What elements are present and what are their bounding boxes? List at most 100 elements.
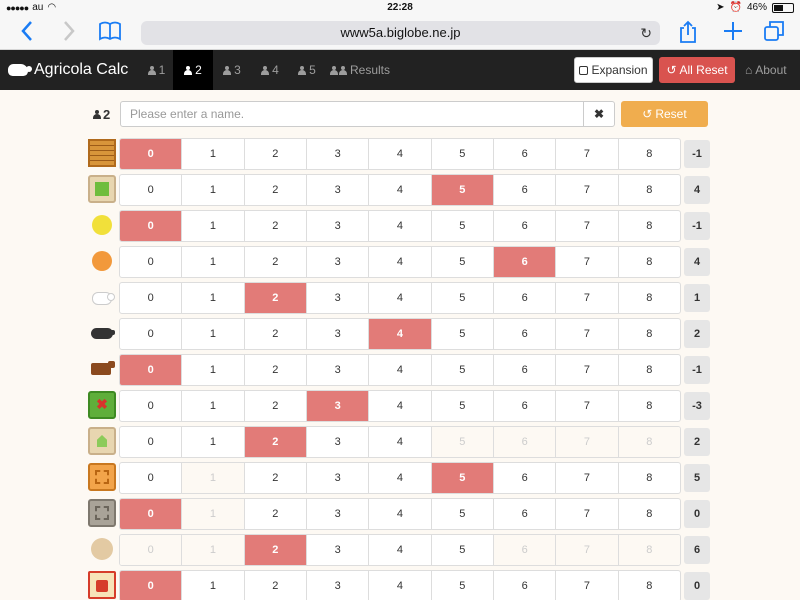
score-option[interactable]: 0 bbox=[120, 247, 183, 277]
score-option[interactable]: 4 bbox=[369, 247, 432, 277]
score-option[interactable]: 3 bbox=[306, 391, 370, 421]
score-option[interactable]: 2 bbox=[245, 391, 307, 421]
score-option[interactable]: 4 bbox=[369, 427, 432, 457]
score-option[interactable]: 6 bbox=[493, 247, 557, 277]
score-option[interactable]: 6 bbox=[494, 319, 557, 349]
score-option[interactable]: 0 bbox=[120, 391, 183, 421]
score-option[interactable]: 5 bbox=[431, 175, 494, 205]
score-option[interactable]: 1 bbox=[182, 283, 245, 313]
clear-name-button[interactable]: ✖ bbox=[583, 101, 615, 127]
score-option[interactable]: 3 bbox=[307, 283, 370, 313]
reload-icon[interactable]: ↻ bbox=[640, 25, 652, 41]
score-option[interactable]: 8 bbox=[646, 148, 653, 160]
score-option[interactable]: 5 bbox=[431, 463, 494, 493]
score-option[interactable]: 6 bbox=[494, 499, 557, 529]
score-option[interactable]: 8 bbox=[646, 220, 653, 232]
score-option[interactable]: 3 bbox=[307, 427, 370, 457]
score-option[interactable]: 4 bbox=[369, 535, 432, 565]
score-option[interactable]: 6 bbox=[494, 463, 557, 493]
score-option[interactable]: 0 bbox=[120, 175, 183, 205]
score-option[interactable]: 0 bbox=[120, 463, 183, 493]
score-option[interactable]: 6 bbox=[494, 175, 557, 205]
score-option[interactable]: 1 bbox=[182, 319, 245, 349]
score-option[interactable]: 6 bbox=[494, 211, 557, 241]
score-option[interactable]: 3 bbox=[307, 355, 370, 385]
tab-results[interactable]: Results bbox=[330, 50, 390, 90]
score-option[interactable]: 3 bbox=[307, 535, 370, 565]
score-option[interactable]: 1 bbox=[182, 355, 245, 385]
score-option[interactable]: 8 bbox=[646, 292, 653, 304]
score-option[interactable]: 4 bbox=[369, 571, 432, 600]
tab-player-5[interactable]: 5 bbox=[289, 50, 325, 90]
score-option[interactable]: 7 bbox=[556, 175, 619, 205]
score-option[interactable]: 8 bbox=[646, 508, 653, 520]
about-link[interactable]: ⌂ About bbox=[745, 50, 787, 90]
score-option[interactable]: 2 bbox=[245, 139, 307, 169]
score-option[interactable]: 7 bbox=[556, 247, 619, 277]
score-option[interactable]: 6 bbox=[494, 283, 557, 313]
score-option[interactable]: 3 bbox=[307, 139, 370, 169]
score-option[interactable]: 3 bbox=[307, 319, 370, 349]
score-option[interactable]: 1 bbox=[182, 211, 245, 241]
score-option[interactable]: 8 bbox=[646, 400, 653, 412]
score-option[interactable]: 1 bbox=[182, 571, 245, 600]
reset-button[interactable]: ↺ Reset bbox=[621, 101, 708, 127]
score-option[interactable]: 0 bbox=[120, 355, 183, 385]
score-option[interactable]: 2 bbox=[245, 319, 307, 349]
score-option[interactable]: 6 bbox=[494, 391, 557, 421]
score-option[interactable]: 6 bbox=[494, 355, 557, 385]
score-option[interactable]: 0 bbox=[120, 211, 183, 241]
score-option[interactable]: 0 bbox=[120, 139, 183, 169]
score-option[interactable]: 7 bbox=[556, 139, 619, 169]
score-option[interactable]: 3 bbox=[307, 463, 370, 493]
score-option[interactable]: 0 bbox=[120, 283, 183, 313]
url-bar[interactable]: www5a.biglobe.ne.jp ↻ bbox=[141, 21, 660, 45]
score-option[interactable]: 2 bbox=[245, 355, 307, 385]
score-option[interactable]: 7 bbox=[556, 355, 619, 385]
tab-player-2[interactable]: 2 bbox=[173, 50, 213, 90]
score-option[interactable]: 0 bbox=[120, 319, 183, 349]
score-option[interactable]: 2 bbox=[245, 571, 307, 600]
score-option[interactable]: 4 bbox=[369, 283, 432, 313]
score-option[interactable]: 4 bbox=[369, 499, 432, 529]
score-option[interactable]: 4 bbox=[369, 463, 432, 493]
score-option[interactable]: 8 bbox=[646, 472, 653, 484]
score-option[interactable]: 2 bbox=[245, 499, 307, 529]
score-option[interactable]: 5 bbox=[432, 283, 494, 313]
score-option[interactable]: 5 bbox=[432, 247, 494, 277]
score-option[interactable]: 7 bbox=[556, 211, 619, 241]
tab-player-4[interactable]: 4 bbox=[251, 50, 289, 90]
score-option[interactable]: 2 bbox=[245, 247, 307, 277]
score-option[interactable]: 5 bbox=[432, 535, 494, 565]
score-option[interactable]: 6 bbox=[494, 571, 557, 600]
share-icon[interactable] bbox=[678, 20, 698, 49]
tabs-icon[interactable] bbox=[763, 20, 785, 47]
score-option[interactable]: 0 bbox=[120, 427, 183, 457]
score-option[interactable]: 7 bbox=[556, 499, 619, 529]
all-reset-button[interactable]: ↺ All Reset bbox=[659, 57, 735, 83]
score-option[interactable]: 2 bbox=[244, 427, 307, 457]
score-option[interactable]: 4 bbox=[369, 139, 432, 169]
score-option[interactable]: 5 bbox=[432, 319, 494, 349]
score-option[interactable]: 5 bbox=[432, 391, 494, 421]
back-icon[interactable] bbox=[20, 20, 34, 47]
score-option[interactable]: 5 bbox=[432, 499, 494, 529]
tab-player-1[interactable]: 1 bbox=[140, 50, 173, 90]
score-option[interactable]: 3 bbox=[307, 571, 370, 600]
score-option[interactable]: 0 bbox=[120, 499, 183, 529]
bookmarks-icon[interactable] bbox=[98, 20, 122, 47]
score-option[interactable]: 7 bbox=[556, 571, 619, 600]
score-option[interactable]: 4 bbox=[369, 355, 432, 385]
score-option[interactable]: 0 bbox=[120, 571, 183, 600]
score-option[interactable]: 7 bbox=[556, 283, 619, 313]
score-option[interactable]: 3 bbox=[307, 247, 370, 277]
score-option[interactable]: 8 bbox=[646, 256, 653, 268]
score-option[interactable]: 8 bbox=[646, 328, 653, 340]
score-option[interactable]: 2 bbox=[245, 175, 307, 205]
score-option[interactable]: 5 bbox=[432, 211, 494, 241]
score-option[interactable]: 2 bbox=[245, 211, 307, 241]
score-option[interactable]: 4 bbox=[369, 319, 432, 349]
score-option[interactable]: 3 bbox=[307, 211, 370, 241]
score-option[interactable]: 5 bbox=[432, 139, 494, 169]
score-option[interactable]: 1 bbox=[182, 139, 245, 169]
